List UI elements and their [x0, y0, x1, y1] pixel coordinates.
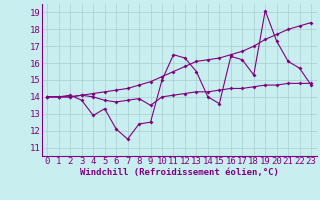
X-axis label: Windchill (Refroidissement éolien,°C): Windchill (Refroidissement éolien,°C): [80, 168, 279, 177]
